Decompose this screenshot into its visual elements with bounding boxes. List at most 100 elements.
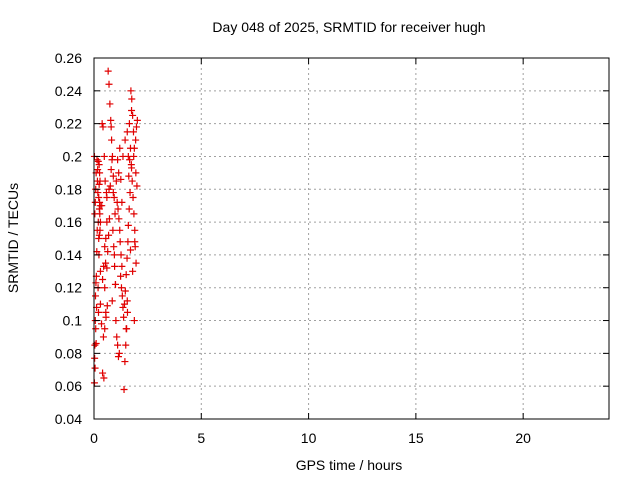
data-point xyxy=(116,226,124,234)
data-point xyxy=(110,243,118,251)
data-point xyxy=(94,189,102,197)
data-point xyxy=(112,317,120,325)
data-point xyxy=(101,284,109,292)
data-point xyxy=(95,180,103,188)
data-point xyxy=(122,325,130,333)
y-tick-label: 0.12 xyxy=(55,280,82,296)
data-point xyxy=(104,67,112,75)
data-point xyxy=(103,264,111,272)
data-point xyxy=(129,111,137,119)
data-point xyxy=(96,267,104,275)
data-point xyxy=(96,300,104,308)
data-point xyxy=(116,238,124,246)
data-point xyxy=(110,193,118,201)
data-point xyxy=(127,87,135,95)
data-point xyxy=(92,325,100,333)
data-point xyxy=(131,238,139,246)
x-tick-label: 10 xyxy=(301,430,317,446)
data-point xyxy=(118,262,126,270)
data-point xyxy=(103,193,111,201)
data-point xyxy=(114,156,122,164)
data-point xyxy=(121,136,129,144)
data-point xyxy=(108,152,116,160)
data-point xyxy=(120,313,128,321)
data-point xyxy=(106,182,114,190)
data-point xyxy=(111,262,119,270)
data-point xyxy=(123,254,131,262)
data-point xyxy=(105,80,113,88)
data-point xyxy=(111,280,119,288)
data-point xyxy=(106,100,114,108)
data-point xyxy=(114,341,122,349)
data-point xyxy=(124,221,132,229)
data-point xyxy=(119,152,127,160)
y-tick-label: 0.16 xyxy=(55,214,82,230)
data-point xyxy=(99,276,107,284)
data-point xyxy=(113,333,121,341)
data-point xyxy=(121,358,129,366)
data-point xyxy=(118,292,126,300)
data-point xyxy=(98,320,106,328)
grid-lines xyxy=(94,58,609,419)
data-point xyxy=(132,259,140,267)
data-point xyxy=(108,136,116,144)
data-point xyxy=(125,205,133,213)
data-point xyxy=(101,177,109,185)
data-point xyxy=(95,205,103,213)
data-point xyxy=(96,169,104,177)
data-point xyxy=(101,243,109,251)
data-point xyxy=(115,169,123,177)
data-point xyxy=(115,215,123,223)
data-point xyxy=(94,157,102,165)
data-point xyxy=(128,164,136,172)
data-point xyxy=(92,292,100,300)
x-axis-label: GPS time / hours xyxy=(296,457,403,473)
data-point xyxy=(109,189,117,197)
data-point xyxy=(114,205,122,213)
chart-title: Day 048 of 2025, SRMTID for receiver hug… xyxy=(212,19,485,35)
data-point xyxy=(125,120,133,128)
data-point xyxy=(117,272,125,280)
x-tick-label: 20 xyxy=(515,430,531,446)
data-point xyxy=(107,123,115,131)
data-point xyxy=(132,136,140,144)
data-point xyxy=(126,246,134,254)
data-point xyxy=(105,215,113,223)
data-point xyxy=(129,128,137,136)
data-point xyxy=(122,341,130,349)
data-point xyxy=(101,325,109,333)
data-point xyxy=(95,308,103,316)
data-point xyxy=(128,95,136,103)
data-point xyxy=(95,231,103,239)
y-tick-label: 0.22 xyxy=(55,116,82,132)
data-point xyxy=(119,303,127,311)
data-point xyxy=(132,169,140,177)
y-tick-label: 0.06 xyxy=(55,378,82,394)
y-axis-label: SRMTID / TECUs xyxy=(5,183,21,293)
data-point xyxy=(100,374,108,382)
data-point xyxy=(96,226,104,234)
y-tick-label: 0.1 xyxy=(63,313,83,329)
data-point xyxy=(120,385,128,393)
data-point xyxy=(114,353,122,361)
x-tick-label: 15 xyxy=(408,430,424,446)
data-point xyxy=(126,189,134,197)
data-point xyxy=(91,364,99,372)
data-point xyxy=(116,144,124,152)
data-point xyxy=(105,231,113,239)
data-point xyxy=(99,123,107,131)
data-point xyxy=(132,123,140,131)
data-point xyxy=(105,185,113,193)
data-point xyxy=(112,177,120,185)
data-point xyxy=(129,267,137,275)
data-point xyxy=(128,107,136,115)
data-point xyxy=(91,354,99,362)
y-tick-label: 0.04 xyxy=(55,411,82,427)
plot-frame xyxy=(93,57,610,420)
data-point xyxy=(128,177,136,185)
data-point xyxy=(108,297,116,305)
data-points xyxy=(90,67,141,393)
data-point xyxy=(111,210,119,218)
y-tick-labels: 0.04 0.06 0.08 0.1 0.12 0.14 0.16 0.18 0.2 0.22 0.… xyxy=(55,50,82,427)
